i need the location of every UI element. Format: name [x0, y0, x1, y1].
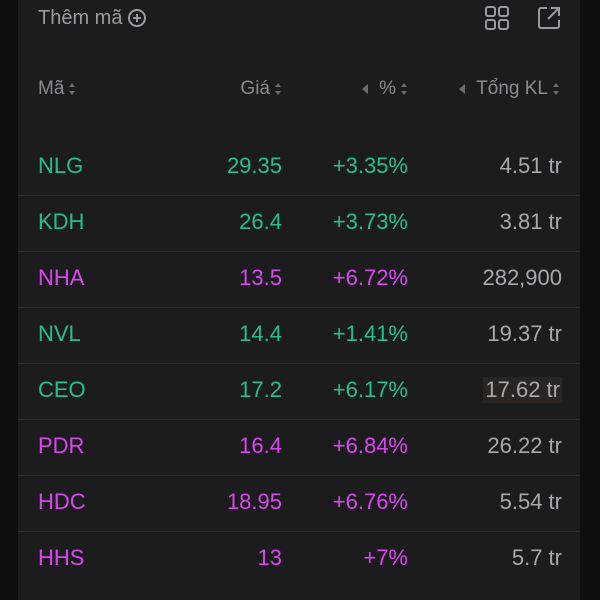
table-row[interactable]: HDC 18.95 +6.76% 5.54 tr [18, 476, 580, 532]
stock-table: NLG 29.35 +3.35% 4.51 tr KDH 26.4 +3.73%… [18, 140, 580, 588]
ticker-symbol: PDR [38, 433, 85, 458]
sort-icon [553, 83, 560, 95]
percent-change: +6.72% [332, 265, 408, 290]
percent-change: +1.41% [332, 321, 408, 346]
ticker-symbol: NHA [38, 265, 85, 290]
price-value: 13.5 [239, 265, 282, 290]
column-label-ma: Mã [38, 78, 65, 99]
percent-change: +6.84% [332, 433, 408, 458]
total-volume: 26.22 tr [487, 433, 562, 458]
add-ticker-label: Thêm mã [38, 6, 123, 29]
table-header: Mã Giá % Tổng KL [18, 78, 580, 108]
column-header-kl[interactable]: Tổng KL [459, 78, 560, 100]
column-label-gia: Giá [240, 78, 270, 99]
ticker-symbol: NLG [38, 153, 84, 178]
grid-layout-icon[interactable] [484, 5, 510, 31]
column-label-kl: Tổng KL [476, 78, 548, 99]
price-value: 14.4 [239, 321, 282, 346]
ticker-symbol: CEO [38, 377, 86, 402]
ticker-symbol: KDH [38, 209, 85, 234]
total-volume: 4.51 tr [499, 153, 562, 178]
external-link-icon[interactable] [536, 5, 562, 31]
sort-icon [401, 83, 408, 95]
percent-change: +7% [363, 545, 408, 570]
table-row[interactable]: NHA 13.5 +6.72% 282,900 [18, 252, 580, 308]
column-header-gia[interactable]: Giá [240, 78, 282, 100]
table-row[interactable]: HHS 13 +7% 5.7 tr [18, 532, 580, 588]
total-volume: 17.62 tr [483, 377, 562, 403]
table-row[interactable]: CEO 17.2 +6.17% 17.62 tr [18, 364, 580, 420]
column-header-ma[interactable]: Mã [38, 78, 76, 100]
percent-change: +6.17% [332, 377, 408, 402]
price-value: 29.35 [226, 153, 282, 178]
column-label-pct: % [379, 78, 396, 99]
table-row[interactable]: PDR 16.4 +6.84% 26.22 tr [18, 420, 580, 476]
chevron-left-icon[interactable] [362, 84, 369, 94]
sort-icon [275, 83, 282, 95]
table-row[interactable]: KDH 26.4 +3.73% 3.81 tr [18, 196, 580, 252]
watchlist-toolbar: Thêm mã [18, 0, 580, 40]
price-value: 16.4 [239, 433, 282, 458]
percent-change: +6.76% [332, 489, 408, 514]
chevron-left-icon[interactable] [459, 84, 466, 94]
total-volume: 19.37 tr [487, 321, 562, 346]
plus-circle-icon [128, 9, 147, 27]
price-value: 13 [257, 545, 282, 570]
watchlist-panel: Thêm mã Mã Giá [18, 0, 580, 600]
sort-icon [69, 83, 76, 95]
ticker-symbol: HDC [38, 489, 86, 514]
table-row[interactable]: NVL 14.4 +1.41% 19.37 tr [18, 308, 580, 364]
column-header-pct[interactable]: % [362, 78, 408, 100]
total-volume: 282,900 [482, 265, 562, 290]
price-value: 26.4 [239, 209, 282, 234]
price-value: 18.95 [226, 489, 282, 514]
table-row[interactable]: NLG 29.35 +3.35% 4.51 tr [18, 140, 580, 196]
percent-change: +3.35% [332, 153, 408, 178]
total-volume: 5.54 tr [499, 489, 562, 514]
total-volume: 5.7 tr [511, 545, 562, 570]
ticker-symbol: NVL [38, 321, 81, 346]
total-volume: 3.81 tr [499, 209, 562, 234]
percent-change: +3.73% [332, 209, 408, 234]
ticker-symbol: HHS [38, 545, 85, 570]
add-ticker-button[interactable]: Thêm mã [38, 4, 147, 32]
price-value: 17.2 [239, 377, 282, 402]
